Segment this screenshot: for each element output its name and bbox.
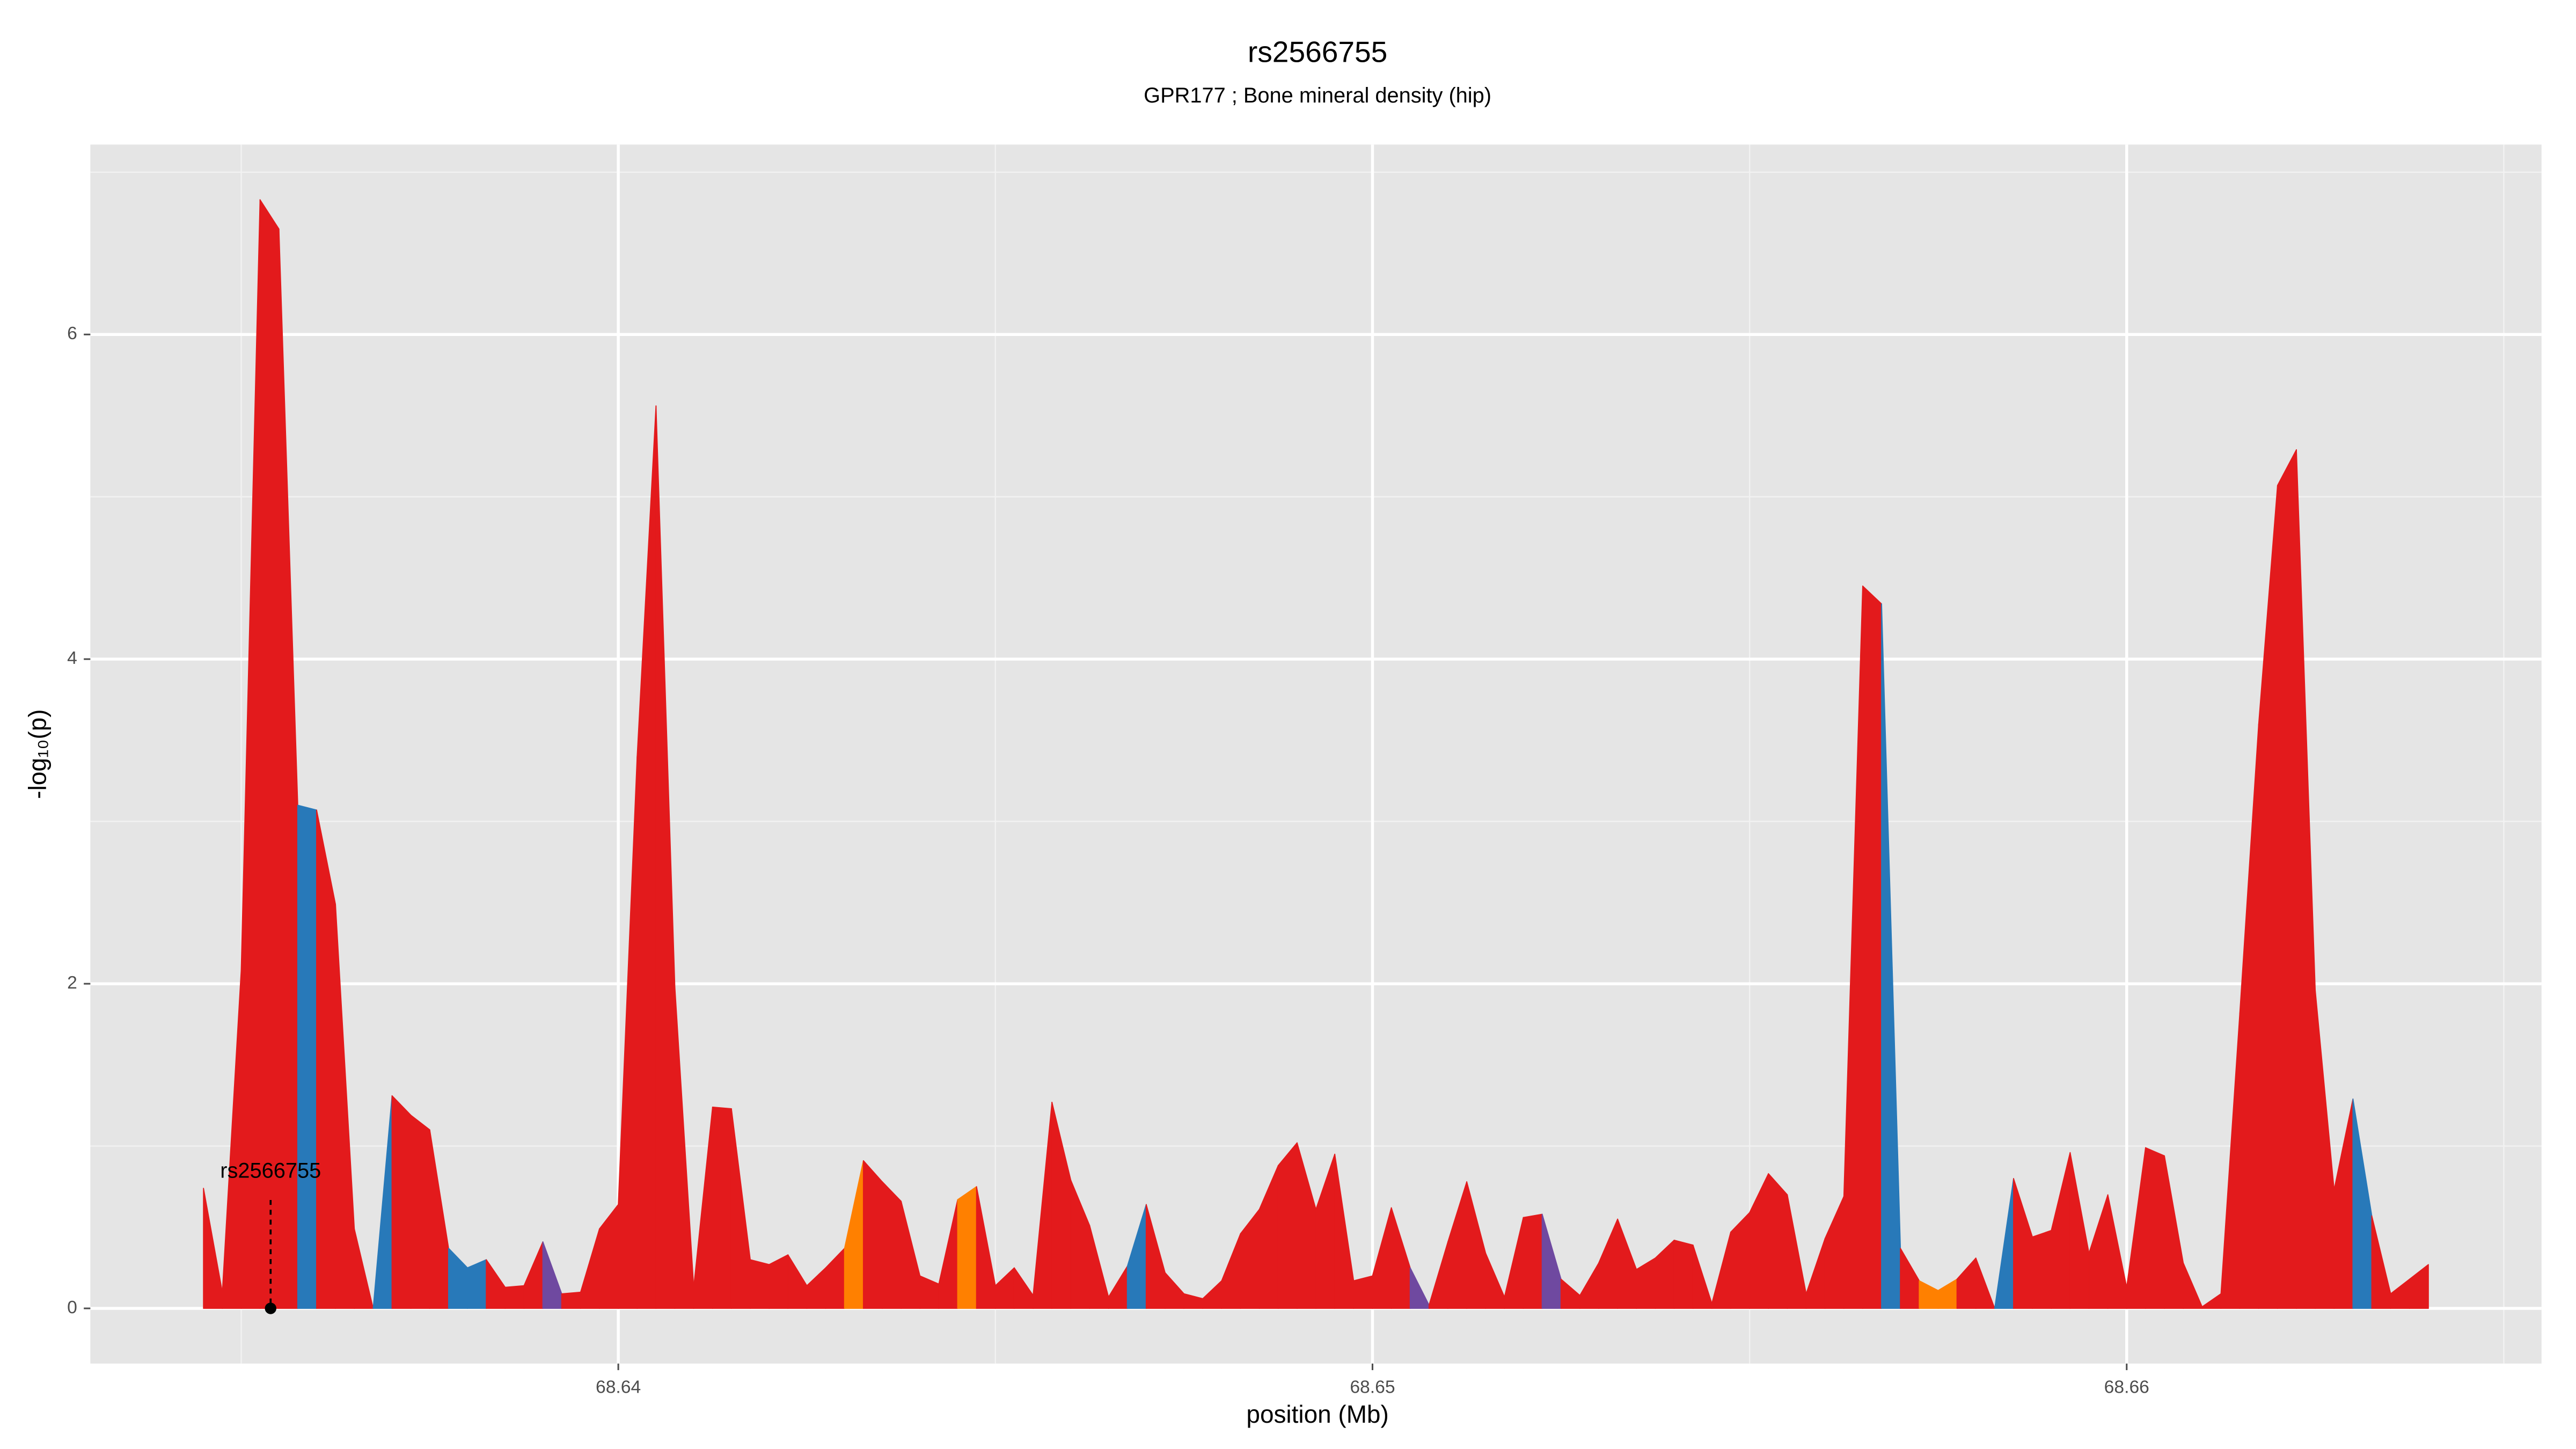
- area-segment: [391, 1095, 412, 1309]
- area-segment: [1768, 1173, 1788, 1309]
- chart-title: rs2566755: [1248, 35, 1387, 69]
- area-segment: [862, 1160, 883, 1309]
- area-segment: [1277, 1142, 1298, 1309]
- area-segment: [1353, 1275, 1373, 1309]
- area-segment: [1975, 1257, 1995, 1309]
- area-segment: [882, 1181, 902, 1309]
- x-tick-label: 68.66: [2104, 1378, 2149, 1397]
- x-tick-label: 68.65: [1350, 1378, 1395, 1397]
- x-tick-label: 68.64: [596, 1378, 641, 1397]
- chart-subtitle: GPR177 ; Bone mineral density (hip): [1144, 84, 1491, 107]
- area-segment: [467, 1259, 487, 1309]
- y-axis-label: -log₁₀(p): [24, 709, 52, 799]
- area-segment: [712, 1107, 732, 1309]
- area-segment: [2032, 1230, 2052, 1309]
- area-segment: [561, 1291, 581, 1309]
- area-segment: [957, 1186, 977, 1309]
- annotation-point: [265, 1302, 276, 1314]
- area-segment: [2145, 1147, 2165, 1309]
- area-segment: [297, 804, 317, 1309]
- plot-background: [90, 144, 2542, 1364]
- x-axis-label: position (Mb): [1246, 1400, 1388, 1428]
- area-segment: [1523, 1213, 1543, 1309]
- area-segment: [504, 1285, 525, 1309]
- area-segment: [769, 1254, 789, 1309]
- y-tick-label: 0: [67, 1298, 77, 1318]
- area-segment: [1862, 586, 1882, 1309]
- area-segment: [1673, 1240, 1694, 1309]
- annotation-label: rs2566755: [220, 1159, 321, 1182]
- area-segment: [2277, 449, 2297, 1309]
- area-segment: [2409, 1264, 2429, 1309]
- area-segment: [410, 1115, 430, 1309]
- y-tick-label: 2: [67, 973, 77, 993]
- y-tick-label: 4: [67, 648, 77, 668]
- area-segment: [354, 1228, 374, 1309]
- area-segment: [750, 1259, 770, 1309]
- y-tick-label: 6: [67, 324, 77, 343]
- area-segment: [259, 199, 280, 1309]
